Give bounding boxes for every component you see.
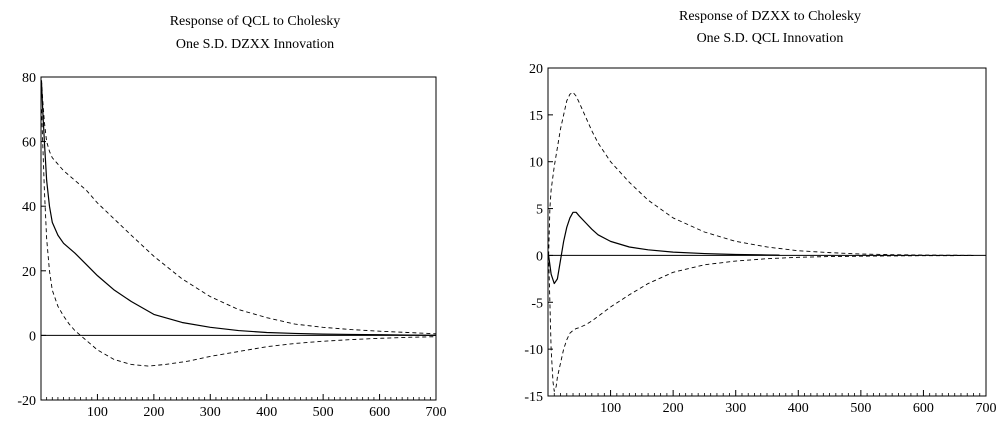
chart-left-x-tick-label: 600 [369, 405, 390, 420]
chart-left-x-tick-label: 100 [87, 405, 108, 420]
chart-left-response-line [40, 83, 437, 336]
chart-right-plot-frame [547, 67, 987, 397]
chart-right-y-tick-label: -5 [531, 296, 543, 311]
chart-left-y-tick-label: 40 [22, 200, 36, 215]
chart-left-confidence-band-line-1 [41, 80, 437, 335]
chart-right-x-tick-label: 200 [663, 401, 684, 416]
chart-right-response-line [548, 211, 780, 285]
chart-left-title-line-2: One S.D. DZXX Innovation [176, 37, 334, 52]
chart-right-y-tick-label: 20 [529, 62, 543, 77]
chart-left-x-tick-label: 300 [200, 405, 221, 420]
chart-right-x-tick-label: 500 [850, 401, 871, 416]
chart-right-y-tick-label: 0 [536, 249, 543, 264]
chart-right-y-tick-label: 5 [536, 203, 543, 218]
irf-chart-dzxx: Response of DZXX to Cholesky One S.D. QCL… [490, 0, 999, 425]
chart-right-y-tick-label: 10 [529, 156, 543, 171]
chart-left-y-tick-label: 80 [22, 71, 36, 86]
chart-right-y-tick-label: 15 [529, 109, 543, 124]
chart-left-x-tick-label: 700 [426, 405, 447, 420]
chart-right-title-line-2: One S.D. QCL Innovation [697, 31, 844, 46]
chart-left-x-tick-label: 200 [143, 405, 164, 420]
chart-left-y-tick-label: 20 [22, 265, 36, 280]
chart-left-confidence-band-line-2 [41, 109, 437, 367]
chart-left-x-tick-label: 400 [256, 405, 277, 420]
chart-left-y-tick-label: -20 [17, 394, 36, 409]
irf-chart-qcl: Response of QCL to Cholesky One S.D. DZXX… [0, 0, 450, 425]
chart-right-x-tick-label: 300 [725, 401, 746, 416]
chart-right-confidence-band-line-2 [548, 255, 974, 392]
chart-right-title-line-1: Response of DZXX to Cholesky [679, 9, 861, 24]
chart-right-confidence-band-line-1 [548, 91, 974, 256]
chart-left-svg: Response of QCL to Cholesky One S.D. DZXX… [17, 14, 447, 420]
chart-left-title-line-1: Response of QCL to Cholesky [170, 14, 341, 29]
chart-right-y-tick-label: -10 [524, 343, 543, 358]
chart-right-y-tick-label: -15 [524, 390, 543, 405]
chart-right-x-tick-label: 100 [600, 401, 621, 416]
chart-right-x-tick-label: 700 [976, 401, 997, 416]
chart-left-y-tick-label: 60 [22, 136, 36, 151]
chart-right-x-tick-label: 600 [913, 401, 934, 416]
chart-right-svg: Response of DZXX to Cholesky One S.D. QCL… [524, 9, 997, 416]
chart-left-x-tick-label: 500 [313, 405, 334, 420]
chart-right-x-tick-label: 400 [788, 401, 809, 416]
chart-left-y-tick-label: 0 [29, 329, 36, 344]
